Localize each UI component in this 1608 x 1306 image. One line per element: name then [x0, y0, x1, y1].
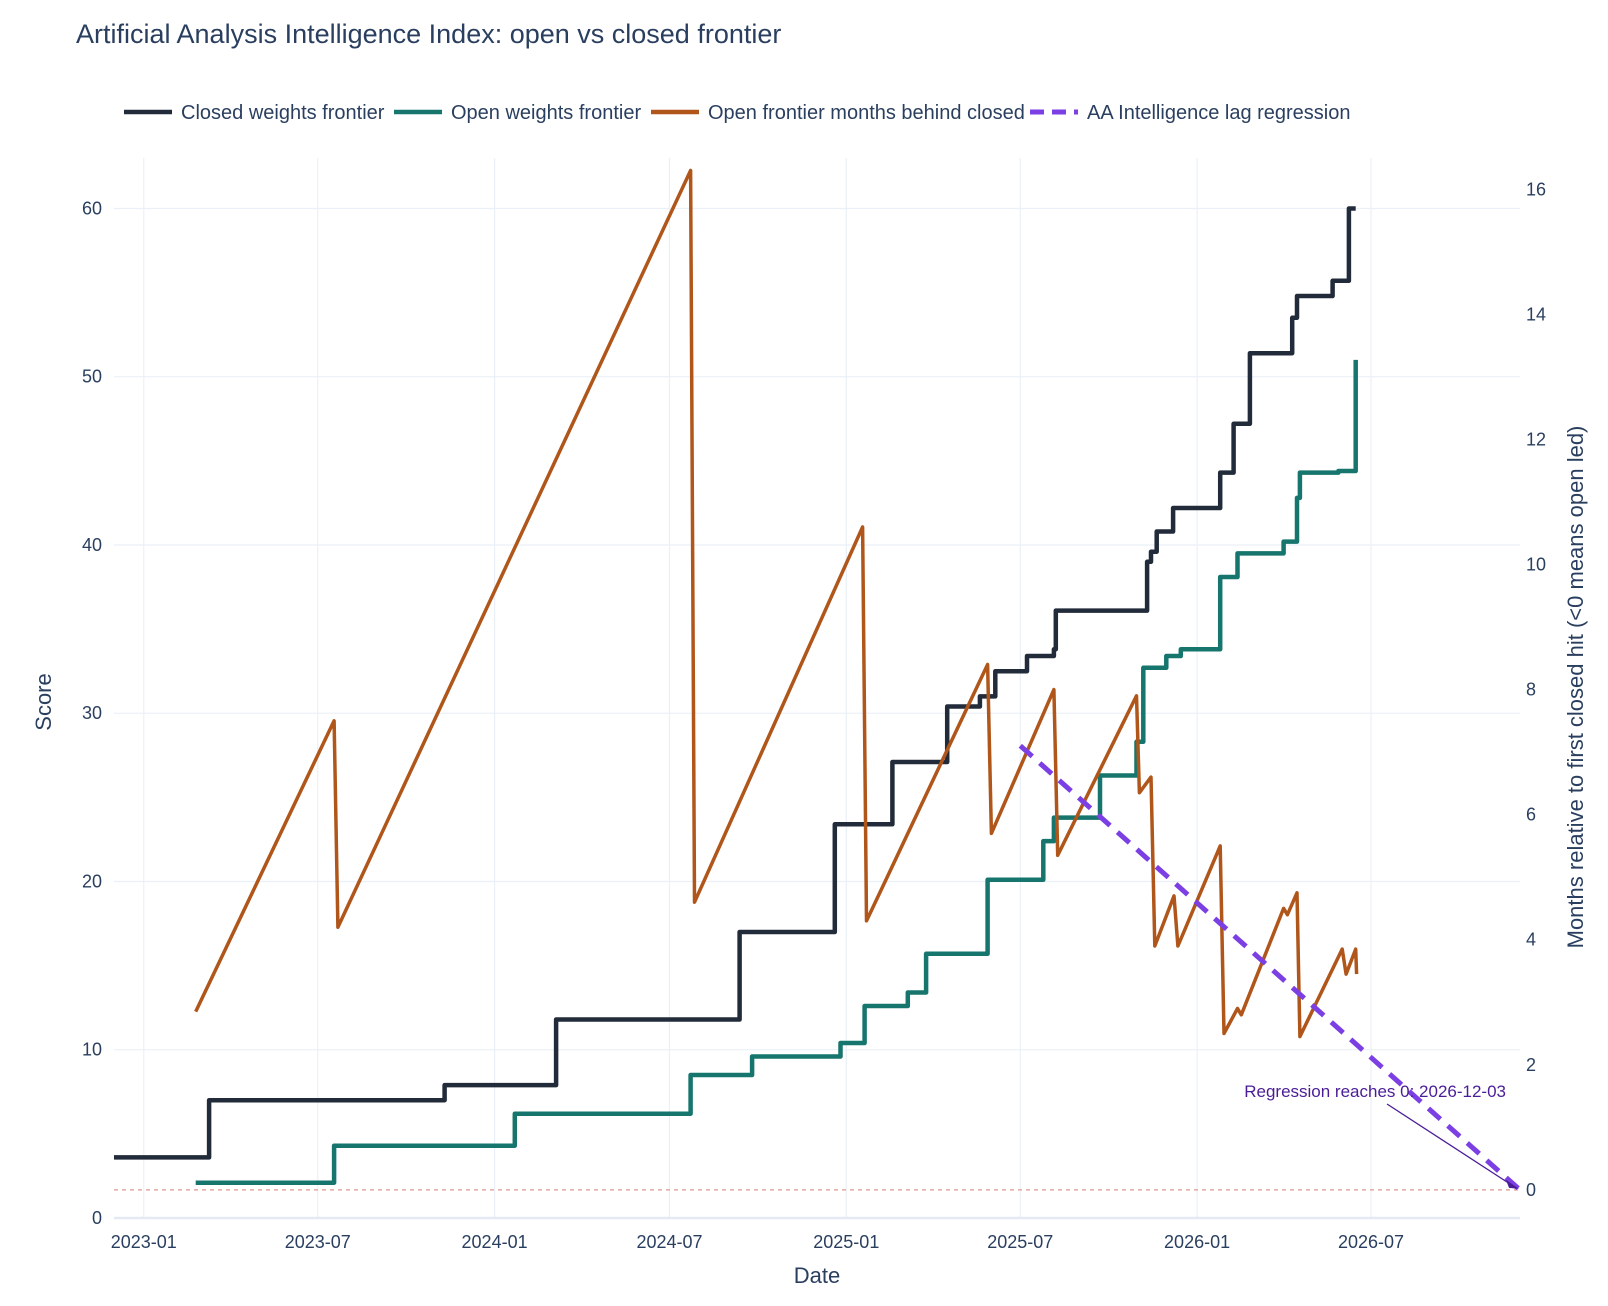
y-tick-label: 10: [82, 1040, 102, 1060]
y2-tick-label: 12: [1526, 429, 1546, 449]
series-line-aa-intelligence-lag-regression: [1018, 743, 1522, 1192]
legend-label: Open weights frontier: [451, 102, 641, 124]
legend-label: Open frontier months behind closed: [708, 102, 1025, 124]
y2-tick-label: 8: [1526, 680, 1536, 700]
legend: Closed weights frontier Open weights fron…: [124, 102, 1351, 124]
y-tick-label: 40: [82, 535, 102, 555]
y2-tick-label: 14: [1526, 304, 1546, 324]
legend-label: Closed weights frontier: [181, 102, 385, 124]
x-axis-title: Date: [794, 1263, 840, 1288]
y2-tick-label: 6: [1526, 805, 1536, 825]
y2-tick-label: 0: [1526, 1180, 1536, 1200]
annotation-arrow: [1386, 1103, 1517, 1189]
x-tick-label: 2023-01: [111, 1232, 177, 1252]
y-tick-label: 30: [82, 703, 102, 723]
series-line-open-weights-frontier: [195, 359, 1358, 1185]
y-tick-label: 50: [82, 367, 102, 387]
chart-title: Artificial Analysis Intelligence Index: …: [76, 19, 781, 49]
y-tick-label: 20: [82, 871, 102, 891]
x-tick-label: 2024-07: [636, 1232, 702, 1252]
annotation-label: Regression reaches 0: 2026-12-03: [1244, 1082, 1506, 1101]
y2-tick-label: 10: [1526, 554, 1546, 574]
y2-tick-label: 4: [1526, 930, 1536, 950]
annotation-arrowhead: [1506, 1179, 1519, 1189]
grid-layer: [114, 158, 1520, 1220]
y2-axis-title: Months relative to first closed hit (<0 …: [1563, 426, 1588, 949]
x-tick-label: 2026-07: [1338, 1232, 1404, 1252]
y2-tick-label: 16: [1526, 179, 1546, 199]
series-layer: [114, 168, 1522, 1192]
y2-tick-label: 2: [1526, 1055, 1536, 1075]
x-tick-label: 2025-01: [813, 1232, 879, 1252]
series-line-open-frontier-months-behind-closed: [194, 168, 1359, 1039]
x-tick-label: 2023-07: [285, 1232, 351, 1252]
y-axis-title: Score: [31, 673, 56, 730]
y-tick-label: 0: [92, 1208, 102, 1228]
axis-layer: 2023-01 2023-07 2024-01 2024-07 2025-01 2025-…: [82, 179, 1546, 1252]
legend-label: AA Intelligence lag regression: [1087, 102, 1351, 124]
x-tick-label: 2025-07: [987, 1232, 1053, 1252]
x-tick-label: 2024-01: [462, 1232, 528, 1252]
x-tick-label: 2026-01: [1164, 1232, 1230, 1252]
y-tick-label: 60: [82, 198, 102, 218]
annotation-layer: Regression reaches 0: 2026-12-03: [1244, 1082, 1519, 1189]
series-line-closed-weights-frontier: [114, 206, 1356, 1160]
